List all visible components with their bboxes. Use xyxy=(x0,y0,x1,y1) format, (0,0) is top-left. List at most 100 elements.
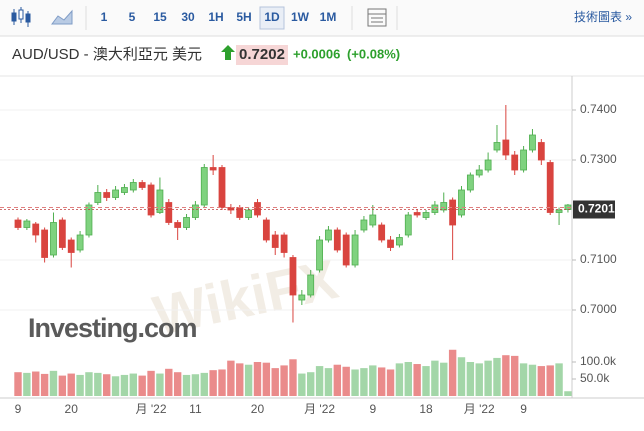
candle-body xyxy=(138,182,146,188)
candle-body xyxy=(555,209,563,213)
candle-body xyxy=(307,274,315,296)
volume-bar xyxy=(58,375,67,396)
candle-body xyxy=(325,229,332,241)
watermark-logo: Investing.com xyxy=(28,313,197,343)
interval-button[interactable]: 1D xyxy=(264,10,280,24)
area-icon[interactable] xyxy=(51,9,73,25)
interval-button[interactable]: 5 xyxy=(129,10,136,24)
last-price-box xyxy=(573,200,615,219)
y-tick-label: 0.7100 xyxy=(580,252,617,266)
x-tick-label: 20 xyxy=(251,402,265,416)
candle-body xyxy=(466,174,474,191)
up-arrow xyxy=(221,45,235,60)
candle-body xyxy=(23,220,31,228)
candle-body xyxy=(333,229,341,251)
volume-bar xyxy=(440,362,448,396)
interval-button[interactable]: 15 xyxy=(153,10,167,24)
x-tick-label: 月 '22 xyxy=(304,402,335,416)
volume-bar xyxy=(32,371,40,396)
volume-bar xyxy=(147,370,155,396)
volume-bar xyxy=(173,372,182,396)
technical-chart-link[interactable]: 技術圖表 » xyxy=(574,10,632,24)
change: +0.0006 xyxy=(293,46,340,61)
volume-bar xyxy=(324,368,333,396)
x-tick-label: 9 xyxy=(520,402,527,416)
volume-bar xyxy=(209,370,217,396)
candle-body xyxy=(360,219,368,231)
candle-body xyxy=(183,217,190,228)
volume-bar xyxy=(457,357,466,396)
volume-bar xyxy=(315,366,324,396)
candle-body xyxy=(156,189,164,213)
volume-bar xyxy=(262,362,271,396)
candle-body xyxy=(493,142,501,151)
candle-body xyxy=(236,207,244,218)
candle-body xyxy=(413,212,421,216)
candle-body xyxy=(484,159,492,171)
candle-body xyxy=(280,234,288,253)
candle-body xyxy=(475,169,483,176)
candle-body xyxy=(85,204,93,236)
volume-bar xyxy=(528,364,537,396)
volume-bar xyxy=(342,366,350,396)
candle-body xyxy=(520,149,527,171)
interval-button[interactable]: 1W xyxy=(291,10,310,24)
volume-bar xyxy=(537,366,546,396)
price-bg xyxy=(236,45,288,65)
interval-button[interactable]: 1M xyxy=(320,10,337,24)
candle-body xyxy=(218,167,226,208)
volume-bar xyxy=(156,373,164,396)
volume-bar xyxy=(191,374,200,396)
interval-button[interactable]: 1 xyxy=(101,10,108,24)
candle-body xyxy=(387,239,394,248)
candle-body xyxy=(58,219,66,248)
candle-body xyxy=(546,162,554,213)
candle-body xyxy=(458,189,465,216)
volume-bar xyxy=(227,360,235,396)
candle-body xyxy=(227,207,235,211)
candle-body xyxy=(174,222,182,228)
candle-body xyxy=(529,134,536,151)
volume-bar xyxy=(271,368,279,396)
candle-body xyxy=(449,199,457,226)
table-icon[interactable] xyxy=(367,8,387,27)
volume-bar xyxy=(236,363,244,396)
x-tick-label: 9 xyxy=(369,402,376,416)
last-price-label: 0.7201 xyxy=(578,202,615,216)
volume-bar xyxy=(333,364,342,396)
volume-bar xyxy=(466,362,475,396)
active-interval-box xyxy=(259,6,285,30)
volume-bar xyxy=(369,365,377,396)
volume-bar xyxy=(129,373,138,396)
candle-body xyxy=(404,214,412,236)
volume-bar xyxy=(280,365,288,396)
candle-body xyxy=(271,234,279,248)
interval-button[interactable]: 5H xyxy=(236,10,251,24)
volume-bar xyxy=(49,370,58,396)
volume-bar xyxy=(493,357,501,396)
volume-bar xyxy=(218,369,226,396)
interval-button[interactable]: 30 xyxy=(181,10,195,24)
candle-body xyxy=(129,182,137,191)
candle-body xyxy=(245,209,253,218)
change-pct: (+0.08%) xyxy=(347,46,400,61)
candle-body xyxy=(289,257,297,296)
y-tick-label: 0.7400 xyxy=(580,102,617,116)
x-tick-label: 9 xyxy=(15,402,22,416)
candle-body xyxy=(422,212,430,218)
volume-bar xyxy=(23,372,31,396)
x-tick-label: 18 xyxy=(419,402,433,416)
candle-body xyxy=(209,167,217,171)
volume-bar xyxy=(448,349,457,396)
volume-bar xyxy=(546,365,554,396)
y-tick-label: 0.7000 xyxy=(580,302,617,316)
volume-bar xyxy=(404,362,412,396)
volume-bar xyxy=(253,362,262,396)
volume-bar xyxy=(422,366,430,396)
interval-button[interactable]: 1H xyxy=(208,10,223,24)
candle-icon[interactable] xyxy=(11,7,31,27)
candle-body xyxy=(351,234,359,266)
volume-bar xyxy=(200,372,208,396)
plot: 1 5 15 30 1H 5H 1D 1W 1MWikiFXInvesting.com0.740… xyxy=(0,6,617,416)
